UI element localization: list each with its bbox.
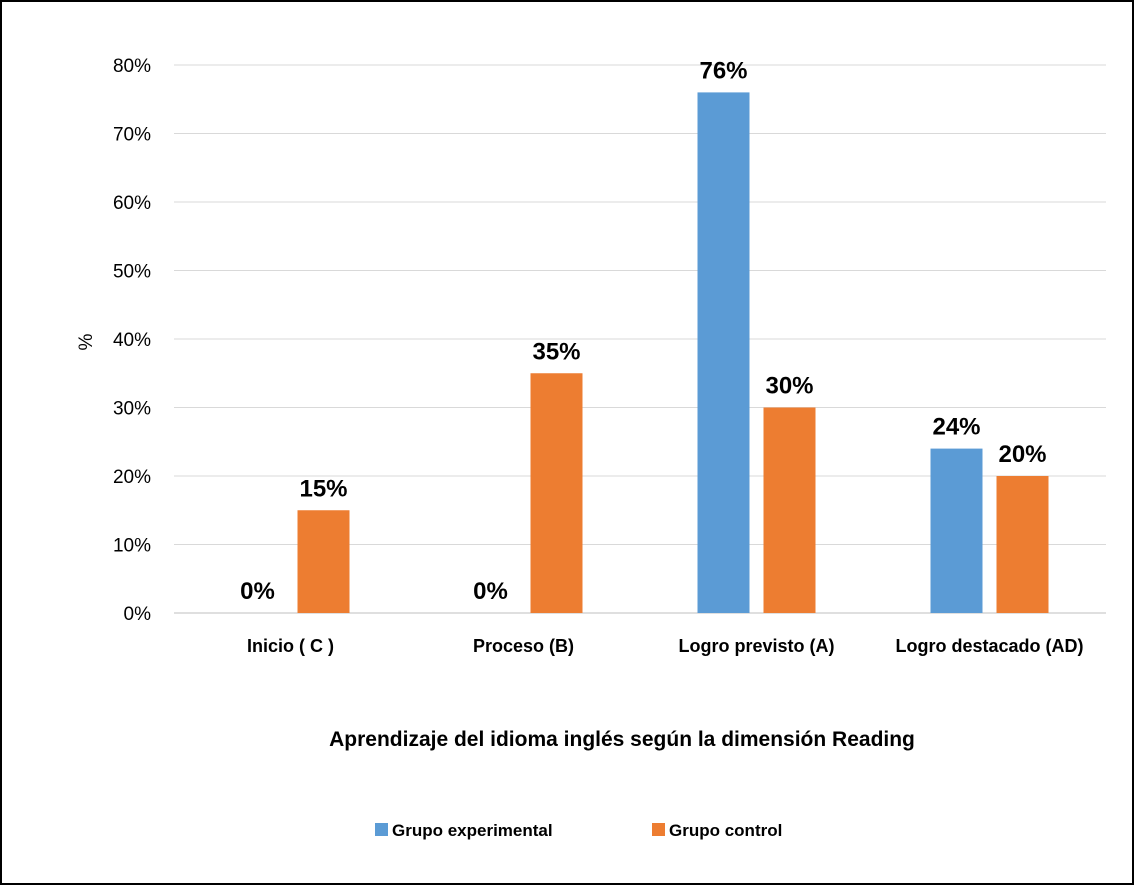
y-tick-label: 60%: [113, 193, 151, 214]
y-tick-label: 10%: [113, 536, 151, 557]
legend-label: Grupo experimental: [392, 821, 553, 840]
y-tick-label: 70%: [113, 125, 151, 146]
y-tick-label: 50%: [113, 262, 151, 283]
bar-control: [996, 476, 1049, 613]
bar-control: [297, 510, 350, 613]
bars: [297, 92, 1049, 613]
data-label: 0%: [240, 578, 275, 605]
data-labels: 0% 15% 0% 35% 76% 30% 24% 20%: [240, 57, 1046, 605]
x-category-labels: Inicio ( C ) Proceso (B) Logro previsto (A…: [247, 636, 1084, 656]
data-label: 30%: [765, 373, 813, 400]
bar-experimental: [930, 448, 983, 613]
y-axis-label: %: [76, 333, 97, 350]
chart-title: Aprendizaje del idioma inglés según la d…: [329, 728, 915, 751]
legend-swatch: [652, 823, 665, 836]
category-label: Inicio ( C ): [247, 636, 334, 656]
bar-control: [763, 407, 816, 613]
data-label: 24%: [932, 414, 980, 441]
y-tick-label: 40%: [113, 330, 151, 351]
y-tick-labels: 0% 10% 20% 30% 40% 50% 60% 70% 80%: [113, 56, 151, 625]
category-label: Logro previsto (A): [679, 636, 835, 656]
data-label: 0%: [473, 578, 508, 605]
data-label: 35%: [532, 338, 580, 365]
category-label: Proceso (B): [473, 636, 574, 656]
data-label: 15%: [299, 475, 347, 502]
y-tick-label: 30%: [113, 399, 151, 420]
bar-experimental: [697, 92, 750, 613]
category-label: Logro destacado (AD): [895, 636, 1083, 656]
legend-label: Grupo control: [669, 821, 782, 840]
data-label: 20%: [998, 441, 1046, 468]
legend: Grupo experimental Grupo control: [375, 821, 782, 840]
y-tick-label: 80%: [113, 56, 151, 77]
y-tick-label: 0%: [124, 604, 152, 625]
y-tick-label: 20%: [113, 467, 151, 488]
legend-swatch: [375, 823, 388, 836]
data-label: 76%: [699, 57, 747, 84]
bar-control: [530, 373, 583, 613]
